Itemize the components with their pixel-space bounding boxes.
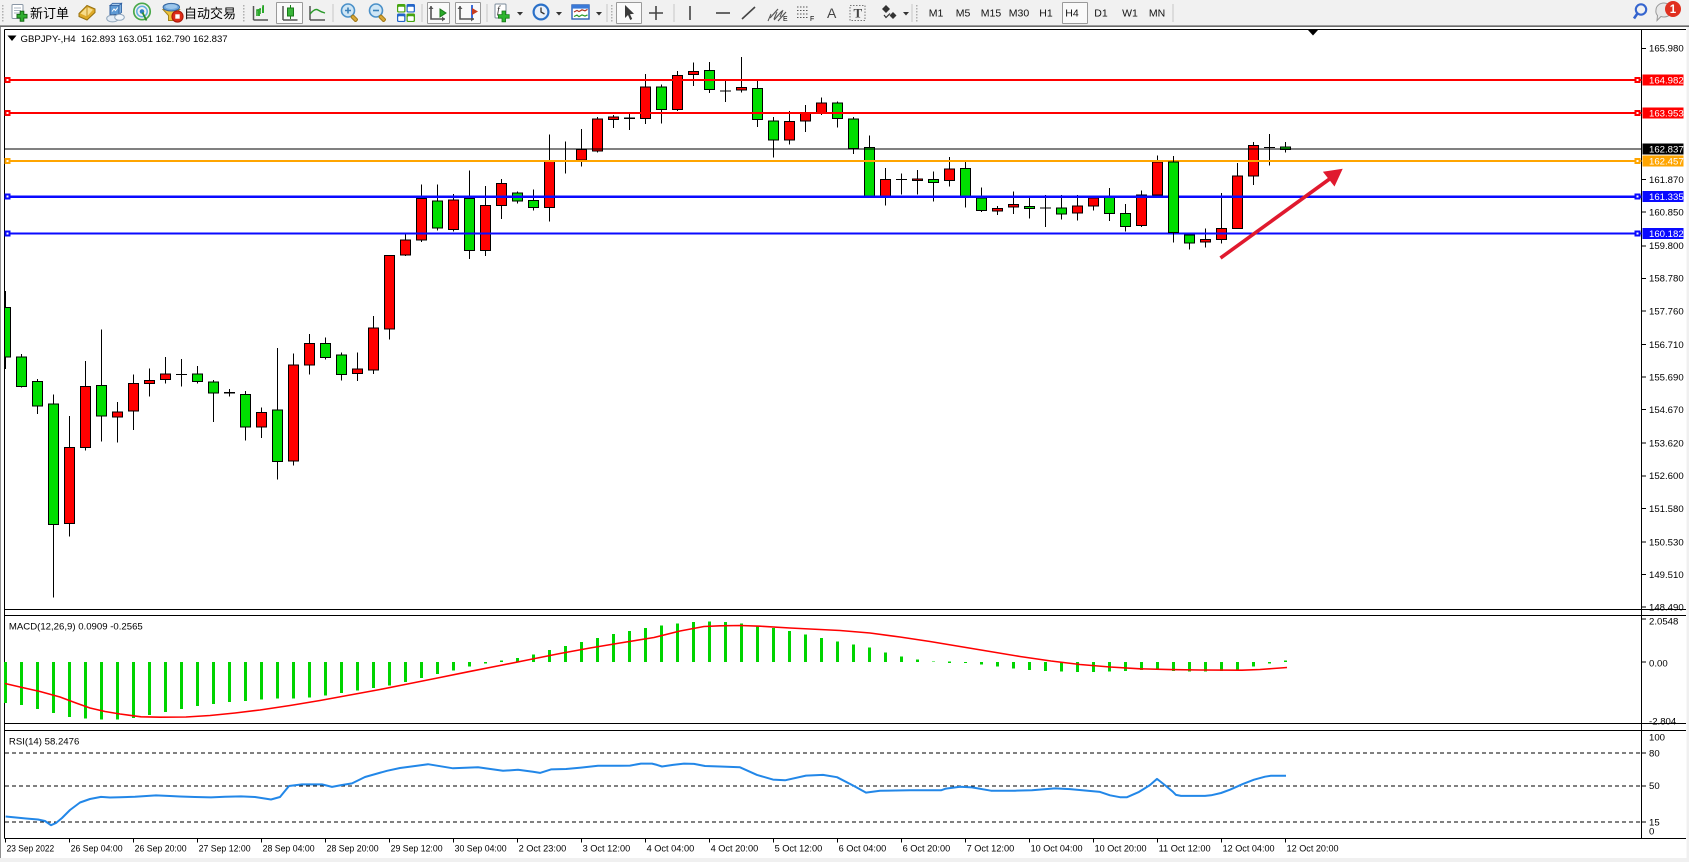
svg-text:新订单: 新订单 bbox=[30, 6, 69, 21]
svg-text:151.580: 151.580 bbox=[1649, 504, 1684, 515]
svg-text:D1: D1 bbox=[1094, 8, 1108, 20]
svg-text:23 Sep 2022: 23 Sep 2022 bbox=[7, 843, 55, 854]
svg-text:M1: M1 bbox=[929, 8, 944, 20]
svg-text:100: 100 bbox=[1649, 732, 1665, 743]
svg-text:-2.804: -2.804 bbox=[1649, 716, 1677, 727]
svg-text:155.690: 155.690 bbox=[1649, 372, 1684, 383]
svg-text:160.850: 160.850 bbox=[1649, 208, 1684, 219]
svg-text:30 Sep 04:00: 30 Sep 04:00 bbox=[455, 843, 507, 854]
svg-text:自动交易: 自动交易 bbox=[184, 6, 236, 21]
svg-text:165.980: 165.980 bbox=[1649, 44, 1684, 55]
svg-text:160.182: 160.182 bbox=[1649, 229, 1684, 240]
svg-text:4 Oct 04:00: 4 Oct 04:00 bbox=[647, 843, 695, 854]
svg-text:150.530: 150.530 bbox=[1649, 537, 1684, 548]
svg-text:10 Oct 20:00: 10 Oct 20:00 bbox=[1095, 843, 1147, 854]
svg-text:162.837: 162.837 bbox=[1649, 144, 1684, 155]
svg-text:0: 0 bbox=[1649, 826, 1654, 837]
svg-text:164.982: 164.982 bbox=[1649, 76, 1684, 87]
svg-text:149.510: 149.510 bbox=[1649, 570, 1684, 581]
svg-text:15: 15 bbox=[1649, 817, 1660, 828]
svg-text:27 Sep 12:00: 27 Sep 12:00 bbox=[199, 843, 251, 854]
svg-text:MACD(12,26,9) 0.0909 -0.2565: MACD(12,26,9) 0.0909 -0.2565 bbox=[9, 621, 143, 632]
svg-text:H1: H1 bbox=[1039, 8, 1053, 20]
svg-text:T: T bbox=[854, 6, 863, 21]
svg-text:F: F bbox=[810, 16, 814, 23]
svg-text:152.600: 152.600 bbox=[1649, 471, 1684, 482]
svg-text:MN: MN bbox=[1149, 8, 1165, 20]
svg-text:153.620: 153.620 bbox=[1649, 439, 1684, 450]
svg-text:163.953: 163.953 bbox=[1649, 109, 1684, 120]
svg-text:RSI(14) 58.2476: RSI(14) 58.2476 bbox=[9, 736, 79, 747]
svg-text:M15: M15 bbox=[981, 8, 1002, 20]
svg-text:26 Sep 04:00: 26 Sep 04:00 bbox=[71, 843, 123, 854]
svg-text:H4: H4 bbox=[1065, 8, 1079, 20]
svg-text:M30: M30 bbox=[1009, 8, 1030, 20]
svg-text:f: f bbox=[497, 5, 501, 16]
svg-text:A: A bbox=[827, 5, 837, 21]
svg-text:10 Oct 04:00: 10 Oct 04:00 bbox=[1031, 843, 1083, 854]
svg-text:161.870: 161.870 bbox=[1649, 175, 1684, 186]
svg-text:W1: W1 bbox=[1122, 8, 1138, 20]
svg-text:0.00: 0.00 bbox=[1649, 659, 1668, 670]
svg-text:157.760: 157.760 bbox=[1649, 306, 1684, 317]
svg-text:4 Oct 20:00: 4 Oct 20:00 bbox=[711, 843, 759, 854]
svg-text:28 Sep 20:00: 28 Sep 20:00 bbox=[327, 843, 379, 854]
svg-text:148.490: 148.490 bbox=[1649, 603, 1684, 614]
svg-text:2 Oct 23:00: 2 Oct 23:00 bbox=[519, 843, 567, 854]
svg-text:159.800: 159.800 bbox=[1649, 241, 1684, 252]
svg-text:3 Oct 12:00: 3 Oct 12:00 bbox=[583, 843, 631, 854]
svg-text:7 Oct 12:00: 7 Oct 12:00 bbox=[967, 843, 1015, 854]
svg-text:GBPJPY-,H4 162.893 163.051 16: GBPJPY-,H4 162.893 163.051 162.790 162.8… bbox=[21, 34, 228, 45]
svg-text:50: 50 bbox=[1649, 781, 1660, 792]
svg-text:29 Sep 12:00: 29 Sep 12:00 bbox=[391, 843, 443, 854]
svg-text:156.710: 156.710 bbox=[1649, 340, 1684, 351]
svg-text:80: 80 bbox=[1649, 748, 1660, 759]
svg-text:11 Oct 12:00: 11 Oct 12:00 bbox=[1159, 843, 1211, 854]
svg-text:6 Oct 20:00: 6 Oct 20:00 bbox=[903, 843, 951, 854]
svg-text:2.0548: 2.0548 bbox=[1649, 616, 1678, 627]
svg-text:28 Sep 04:00: 28 Sep 04:00 bbox=[263, 843, 315, 854]
svg-text:5 Oct 12:00: 5 Oct 12:00 bbox=[775, 843, 823, 854]
svg-text:6 Oct 04:00: 6 Oct 04:00 bbox=[839, 843, 887, 854]
svg-text:161.335: 161.335 bbox=[1649, 192, 1684, 203]
svg-text:12 Oct 20:00: 12 Oct 20:00 bbox=[1287, 843, 1339, 854]
svg-text:162.457: 162.457 bbox=[1649, 156, 1684, 167]
svg-text:154.670: 154.670 bbox=[1649, 405, 1684, 416]
svg-text:E: E bbox=[783, 16, 788, 23]
svg-text:12 Oct 04:00: 12 Oct 04:00 bbox=[1223, 843, 1275, 854]
svg-text:26 Sep 20:00: 26 Sep 20:00 bbox=[135, 843, 187, 854]
svg-text:M5: M5 bbox=[956, 8, 971, 20]
svg-text:1: 1 bbox=[1670, 4, 1677, 16]
svg-text:158.780: 158.780 bbox=[1649, 274, 1684, 285]
